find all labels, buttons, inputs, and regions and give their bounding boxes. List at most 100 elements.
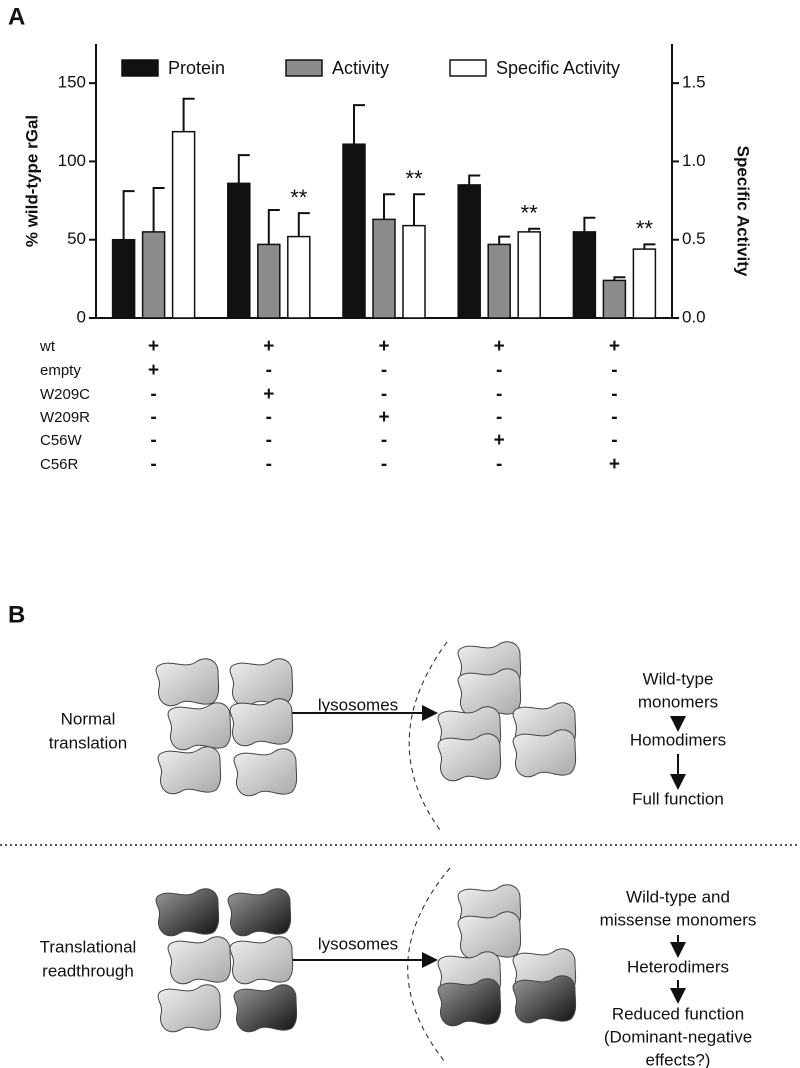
error-bar bbox=[643, 243, 656, 250]
condition-mark: - bbox=[150, 384, 156, 405]
y2-tick-label: 0.5 bbox=[682, 229, 706, 248]
error-bar bbox=[468, 174, 481, 185]
row-label: translation bbox=[49, 733, 127, 752]
bar bbox=[227, 182, 251, 319]
error-bar bbox=[583, 216, 596, 232]
condition-mark: - bbox=[496, 454, 502, 475]
condition-mark: - bbox=[611, 407, 617, 428]
panel-label: B bbox=[8, 601, 25, 628]
membrane bbox=[407, 867, 451, 1063]
step-label: Wild-type bbox=[643, 669, 714, 688]
step-label: Reduced function bbox=[612, 1004, 744, 1023]
legend-label: Activity bbox=[332, 58, 389, 78]
step-label: monomers bbox=[638, 692, 718, 711]
condition-mark: - bbox=[611, 384, 617, 405]
condition-label: C56R bbox=[40, 456, 79, 473]
diagram: Normal translation lysosomes Wild-type monom… bbox=[0, 641, 800, 1068]
condition-mark: + bbox=[148, 360, 159, 381]
error-bar bbox=[237, 154, 250, 184]
condition-label: C56W bbox=[40, 432, 83, 449]
bar-chart: 0 50 100 150 0.0 0.5 1.0 1.5 % wild-type rGal Spe… bbox=[22, 44, 753, 475]
condition-label: empty bbox=[40, 362, 81, 379]
significance-label: ** bbox=[290, 185, 308, 210]
step-label: Full function bbox=[632, 789, 724, 808]
y-tick-label: 150 bbox=[58, 73, 86, 92]
condition-mark: - bbox=[381, 384, 387, 405]
condition-mark: - bbox=[150, 430, 156, 451]
condition-mark: - bbox=[266, 360, 272, 381]
bar bbox=[487, 243, 511, 319]
condition-mark: - bbox=[266, 407, 272, 428]
error-bar bbox=[182, 97, 195, 132]
y2-axis-label: Specific Activity bbox=[734, 146, 753, 277]
arrow-label: lysosomes bbox=[318, 934, 398, 953]
condition-mark: + bbox=[609, 454, 620, 475]
arrow-label: lysosomes bbox=[318, 695, 398, 714]
bar bbox=[372, 218, 396, 319]
error-bar bbox=[413, 193, 425, 226]
y2-tick-label: 1.5 bbox=[682, 73, 706, 92]
condition-mark: + bbox=[378, 407, 389, 428]
legend-swatch bbox=[285, 59, 323, 77]
step-label: Heterodimers bbox=[627, 957, 729, 976]
bar bbox=[342, 143, 366, 319]
step-label: Wild-type and bbox=[626, 887, 730, 906]
y2-tick-label: 1.0 bbox=[682, 151, 706, 170]
bar bbox=[287, 235, 311, 319]
error-bar bbox=[267, 208, 280, 245]
bar bbox=[402, 224, 426, 319]
error-bar bbox=[498, 235, 511, 245]
y-tick-label: 0 bbox=[77, 307, 86, 326]
panel-label: A bbox=[8, 3, 25, 30]
bar bbox=[111, 238, 136, 319]
significance-label: ** bbox=[636, 216, 654, 241]
membrane bbox=[408, 641, 448, 831]
condition-mark: + bbox=[494, 430, 505, 451]
significance-label: ** bbox=[521, 201, 539, 226]
condition-mark: + bbox=[263, 384, 274, 405]
y-axis-label: % wild-type rGal bbox=[22, 115, 41, 247]
condition-mark: - bbox=[150, 454, 156, 475]
condition-mark: + bbox=[609, 336, 620, 357]
condition-mark: - bbox=[496, 407, 502, 428]
y2-tick-label: 0.0 bbox=[682, 307, 706, 326]
condition-mark: - bbox=[266, 430, 272, 451]
error-bar bbox=[383, 193, 395, 220]
y-tick-label: 50 bbox=[67, 229, 86, 248]
condition-mark: - bbox=[496, 384, 502, 405]
bar bbox=[602, 279, 627, 319]
row-label: readthrough bbox=[42, 961, 134, 980]
bar bbox=[171, 130, 196, 319]
bar bbox=[572, 231, 597, 319]
condition-mark: - bbox=[150, 407, 156, 428]
y-tick-label: 100 bbox=[58, 151, 86, 170]
condition-mark: + bbox=[263, 336, 274, 357]
error-bar bbox=[122, 190, 135, 240]
bar bbox=[632, 248, 657, 319]
step-label: missense monomers bbox=[600, 910, 757, 929]
bar bbox=[141, 231, 166, 319]
row-label: Normal bbox=[61, 709, 116, 728]
condition-mark: - bbox=[381, 360, 387, 381]
legend-swatch bbox=[121, 59, 159, 77]
bar bbox=[257, 243, 281, 319]
condition-mark: - bbox=[266, 454, 272, 475]
row-label: Translational bbox=[40, 937, 137, 956]
condition-mark: - bbox=[611, 430, 617, 451]
condition-mark: + bbox=[148, 336, 159, 357]
significance-label: ** bbox=[405, 166, 423, 191]
condition-mark: - bbox=[381, 430, 387, 451]
condition-label: W209C bbox=[40, 386, 90, 403]
condition-mark: - bbox=[496, 360, 502, 381]
step-label: (Dominant-negative bbox=[604, 1027, 752, 1046]
condition-label: W209R bbox=[40, 409, 90, 426]
error-bar bbox=[152, 187, 165, 232]
step-label: effects?) bbox=[646, 1050, 711, 1068]
condition-mark: - bbox=[611, 360, 617, 381]
dimers bbox=[437, 641, 577, 1027]
condition-label: wt bbox=[39, 338, 56, 355]
legend-label: Specific Activity bbox=[496, 58, 620, 78]
condition-mark: + bbox=[494, 336, 505, 357]
error-bar bbox=[297, 212, 310, 237]
legend-label: Protein bbox=[168, 58, 225, 78]
